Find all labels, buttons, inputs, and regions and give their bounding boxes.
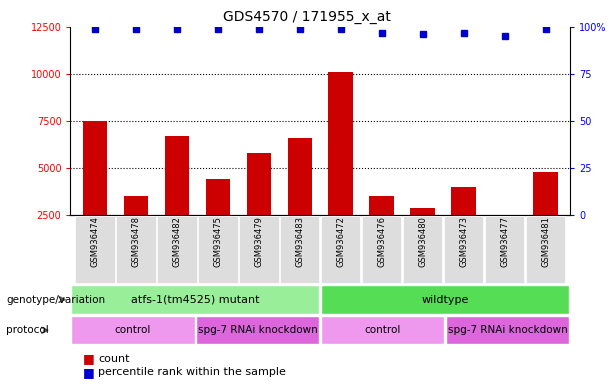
Text: wildtype: wildtype [422, 295, 469, 305]
Text: GSM936478: GSM936478 [132, 217, 140, 267]
Text: control: control [115, 325, 151, 335]
FancyBboxPatch shape [444, 216, 483, 283]
FancyBboxPatch shape [485, 216, 524, 283]
Bar [83, 121, 107, 262]
FancyBboxPatch shape [321, 285, 569, 314]
Bar [492, 219, 517, 262]
FancyBboxPatch shape [362, 216, 402, 283]
Text: spg-7 RNAi knockdown: spg-7 RNAi knockdown [198, 325, 318, 335]
FancyBboxPatch shape [446, 316, 569, 344]
FancyBboxPatch shape [280, 216, 319, 283]
FancyBboxPatch shape [75, 216, 115, 283]
FancyBboxPatch shape [158, 216, 197, 283]
Text: GDS4570 / 171955_x_at: GDS4570 / 171955_x_at [223, 10, 390, 23]
Text: count: count [98, 354, 129, 364]
Text: protocol: protocol [6, 325, 49, 335]
Text: GSM936477: GSM936477 [500, 217, 509, 267]
Bar [410, 207, 435, 262]
Bar [533, 172, 558, 262]
Text: GSM936472: GSM936472 [337, 217, 345, 267]
Bar [329, 72, 353, 262]
Text: GSM936482: GSM936482 [172, 217, 181, 267]
Text: GSM936483: GSM936483 [295, 217, 304, 267]
Bar [205, 179, 230, 262]
FancyBboxPatch shape [321, 216, 360, 283]
FancyBboxPatch shape [321, 316, 444, 344]
Bar [246, 153, 271, 262]
Text: GSM936481: GSM936481 [541, 217, 550, 267]
Text: control: control [365, 325, 401, 335]
FancyBboxPatch shape [198, 216, 238, 283]
Text: GSM936474: GSM936474 [91, 217, 99, 267]
Bar [451, 187, 476, 262]
FancyBboxPatch shape [71, 316, 194, 344]
FancyBboxPatch shape [196, 316, 319, 344]
Bar [165, 136, 189, 262]
FancyBboxPatch shape [403, 216, 443, 283]
Text: GSM936480: GSM936480 [418, 217, 427, 267]
Bar [370, 196, 394, 262]
Text: GSM936475: GSM936475 [213, 217, 223, 267]
FancyBboxPatch shape [71, 285, 319, 314]
Text: genotype/variation: genotype/variation [6, 295, 105, 305]
Text: ■: ■ [83, 353, 94, 366]
FancyBboxPatch shape [526, 216, 565, 283]
Text: ■: ■ [83, 366, 94, 379]
Text: GSM936479: GSM936479 [254, 217, 264, 267]
Text: atfs-1(tm4525) mutant: atfs-1(tm4525) mutant [131, 295, 260, 305]
FancyBboxPatch shape [239, 216, 278, 283]
Text: GSM936473: GSM936473 [459, 217, 468, 267]
Bar [287, 138, 312, 262]
Text: GSM936476: GSM936476 [377, 217, 386, 267]
Text: percentile rank within the sample: percentile rank within the sample [98, 367, 286, 377]
Text: spg-7 RNAi knockdown: spg-7 RNAi knockdown [447, 325, 568, 335]
FancyBboxPatch shape [116, 216, 156, 283]
Bar [124, 196, 148, 262]
